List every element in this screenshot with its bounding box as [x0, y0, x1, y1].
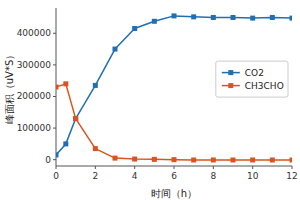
- data-point: [73, 116, 78, 121]
- y-tick-label: 300000: [17, 60, 52, 70]
- data-point: [152, 157, 157, 162]
- data-point: [172, 157, 177, 162]
- data-point: [132, 157, 137, 162]
- x-tick-label: 0: [53, 171, 59, 181]
- x-tick-label: 8: [210, 171, 216, 181]
- data-point: [172, 13, 177, 18]
- y-tick: [53, 33, 56, 34]
- data-point: [211, 157, 216, 162]
- x-tick: [95, 166, 96, 169]
- y-tick: [53, 64, 56, 65]
- data-point: [63, 81, 68, 86]
- data-point: [231, 157, 236, 162]
- legend-box: [216, 61, 288, 97]
- data-point: [93, 83, 98, 88]
- x-tick-label: 2: [92, 171, 98, 181]
- y-tick-label: 400000: [17, 28, 52, 38]
- series-line: [56, 16, 292, 155]
- x-tick: [134, 166, 135, 169]
- legend: CO2 CH3CHO: [216, 61, 288, 97]
- data-point: [211, 15, 216, 20]
- x-tick: [213, 166, 214, 169]
- y-axis-label: 峰面积（uV*S）: [4, 50, 15, 125]
- y-tick-label: 0: [45, 155, 51, 165]
- y-tick: [53, 96, 56, 97]
- data-point: [250, 16, 255, 21]
- legend-label: CH3CHO: [245, 81, 284, 91]
- data-point: [191, 157, 196, 162]
- data-point: [56, 85, 59, 90]
- y-tick-label: 100000: [17, 123, 52, 133]
- x-tick-label: 12: [286, 171, 297, 181]
- y-tick: [53, 128, 56, 129]
- data-point: [191, 14, 196, 19]
- x-tick: [292, 166, 293, 169]
- x-tick-label: 4: [132, 171, 138, 181]
- legend-marker: [228, 83, 233, 88]
- chart-svg: 0 100000 200000 300000 400000 0 2 4 6 8 10 12 时间（h） 峰…: [0, 0, 300, 200]
- data-point: [113, 156, 118, 161]
- data-point: [270, 15, 275, 20]
- legend-marker: [228, 70, 233, 75]
- legend-label: CO2: [245, 68, 264, 78]
- y-tick: [53, 159, 56, 160]
- x-tick-label: 10: [247, 171, 259, 181]
- data-point: [56, 152, 59, 157]
- data-point: [231, 15, 236, 20]
- x-tick: [174, 166, 175, 169]
- x-tick-label: 6: [171, 171, 177, 181]
- data-point: [270, 157, 275, 162]
- y-tick-label: 200000: [17, 91, 52, 101]
- data-point: [250, 157, 255, 162]
- data-point: [290, 16, 293, 21]
- chart-container: 0 100000 200000 300000 400000 0 2 4 6 8 10 12 时间（h） 峰…: [0, 0, 300, 200]
- data-point: [290, 157, 293, 162]
- data-point: [132, 26, 137, 31]
- plot-area: [56, 13, 292, 162]
- data-point: [73, 116, 78, 121]
- x-tick: [56, 166, 57, 169]
- data-point: [152, 19, 157, 24]
- x-axis-label: 时间（h）: [151, 188, 197, 199]
- data-point: [93, 146, 98, 151]
- data-point: [113, 47, 118, 52]
- x-tick: [252, 166, 253, 169]
- data-point: [63, 141, 68, 146]
